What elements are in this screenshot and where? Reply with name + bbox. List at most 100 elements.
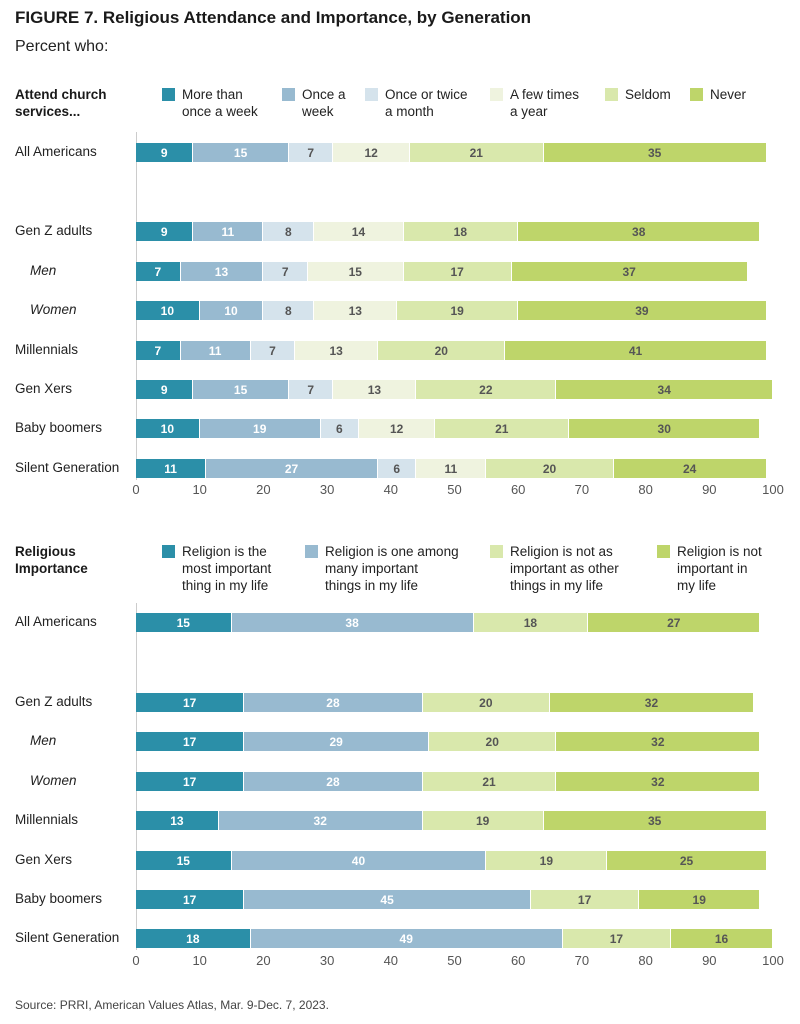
bar-segment: 29: [244, 732, 429, 751]
x-tick-label: 50: [447, 953, 462, 968]
bar-segment: 32: [556, 732, 761, 751]
row-label-baby-boomers: Baby boomers: [15, 420, 103, 435]
panel-label-line: Attend church: [15, 87, 107, 102]
bar-segment: 17: [403, 262, 512, 281]
figure-title: FIGURE 7. Religious Attendance and Impor…: [15, 8, 532, 27]
bar-segment: 17: [530, 890, 640, 909]
data-label: 8: [285, 303, 292, 318]
x-tick-label: 40: [383, 953, 399, 968]
bar-segment: 20: [486, 459, 614, 478]
data-label: 19: [253, 421, 267, 436]
x-tick-label: 0: [132, 482, 140, 497]
data-label: 38: [632, 224, 646, 239]
legend-swatch: [490, 545, 503, 558]
x-tick-label: 90: [702, 953, 717, 968]
data-label: 20: [485, 734, 499, 749]
bar-segment: 34: [556, 380, 773, 399]
panel-label-line: Religious: [15, 544, 76, 559]
source-note: Source: PRRI, American Values Atlas, Mar…: [15, 998, 329, 1012]
data-label: 7: [154, 264, 162, 279]
bar-segment: 17: [136, 693, 245, 712]
data-label: 13: [329, 343, 343, 358]
legend-entry: Religion is the most important thing in my…: [162, 543, 271, 594]
data-label: 16: [714, 931, 729, 946]
bar-segment: 13: [295, 341, 379, 360]
legend-swatch: [365, 88, 378, 101]
data-label: 32: [644, 695, 659, 710]
bar-segment: 9: [136, 222, 194, 241]
bar-segment: 25: [607, 851, 767, 870]
x-tick-label: 20: [256, 482, 271, 497]
data-label: 7: [154, 343, 162, 358]
x-tick-label: 30: [319, 953, 335, 968]
row-label-silent-generation: Silent Generation: [15, 930, 120, 945]
bar-segment: 32: [550, 693, 754, 712]
data-label: 17: [450, 264, 464, 279]
bar-segment: 8: [263, 301, 315, 320]
x-tick-label: 80: [638, 953, 653, 968]
data-label: 14: [351, 224, 366, 239]
bar-segment: 9: [136, 143, 194, 162]
x-tick-label: 70: [574, 482, 590, 497]
row-label-millennials: Millennials: [15, 812, 79, 827]
data-label: 15: [348, 264, 362, 279]
panel-label: Attend church services...: [15, 86, 135, 120]
data-label: 13: [367, 382, 382, 397]
legend-label: Religion is one among many important thing…: [325, 544, 459, 593]
data-label: 34: [657, 382, 671, 397]
row-label-gen-xers: Gen Xers: [15, 381, 73, 396]
data-label: 15: [176, 615, 190, 630]
bar-segment: 19: [639, 890, 761, 909]
legend-swatch: [690, 88, 703, 101]
legend-entry: Seldom: [605, 86, 671, 103]
row-label-gen-z-women: Women: [30, 302, 77, 317]
figure-subtitle: Percent who:: [15, 38, 109, 55]
x-tick-label: 30: [319, 482, 335, 497]
data-label: 32: [651, 774, 665, 789]
row-label-gen-z-adults: Gen Z adults: [15, 694, 93, 709]
data-label: 19: [475, 813, 490, 828]
bar-segment: 7: [250, 341, 296, 360]
data-label: 20: [434, 343, 448, 358]
data-label: 20: [479, 695, 493, 710]
data-label: 11: [221, 224, 235, 239]
bar-segment: 28: [244, 693, 423, 712]
data-label: 13: [214, 264, 229, 279]
bar-segment: 15: [307, 262, 404, 281]
x-tick-label: 50: [447, 482, 462, 497]
importance-chart: Religious Importance Religion is the most i…: [15, 543, 784, 968]
bar-segment: 13: [333, 380, 417, 399]
bar-segment: 17: [562, 929, 672, 948]
legend-label: Never: [710, 87, 747, 102]
bar-segment: 17: [136, 732, 245, 751]
data-label: 25: [679, 853, 694, 868]
x-tick-label: 100: [762, 953, 784, 968]
bar-segment: 38: [518, 222, 761, 241]
data-label: 35: [647, 813, 662, 828]
data-label: 11: [208, 343, 222, 358]
bar-segment: 39: [518, 301, 767, 320]
x-tick-label: 90: [702, 482, 717, 497]
data-label: 32: [651, 734, 665, 749]
data-label: 12: [389, 421, 404, 436]
bar-segment: 12: [333, 143, 410, 162]
data-label: 27: [284, 461, 299, 476]
bar-segment: 10: [136, 419, 200, 438]
data-label: 27: [667, 615, 681, 630]
data-label: 9: [160, 224, 168, 239]
bar-segment: 19: [422, 811, 544, 830]
legend-swatch: [305, 545, 318, 558]
data-label: 17: [182, 774, 197, 789]
bar-segment: 13: [136, 811, 219, 830]
data-label: 45: [380, 892, 394, 907]
legend-label: Seldom: [625, 87, 671, 102]
bar-segment: 6: [320, 419, 359, 438]
data-label: 38: [345, 615, 359, 630]
data-label: 19: [539, 853, 554, 868]
x-tick-label: 0: [132, 953, 140, 968]
data-label: 18: [186, 931, 200, 946]
legend-label: Once a week: [302, 87, 346, 119]
data-label: 12: [364, 145, 378, 160]
data-label: 24: [683, 461, 697, 476]
data-label: 28: [326, 695, 340, 710]
